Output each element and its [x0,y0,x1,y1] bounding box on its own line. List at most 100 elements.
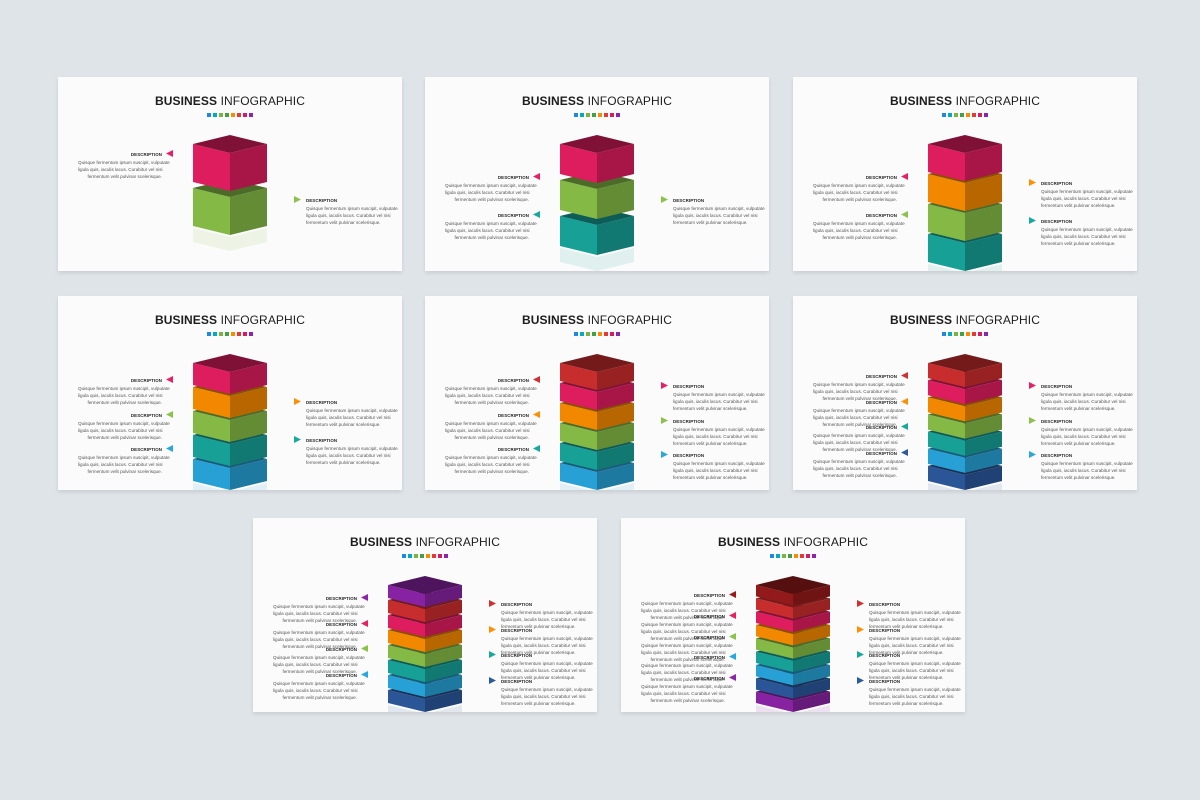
pointer-right-icon [661,382,668,389]
description-text: ligula quis, iaculis lacus. Curabitur ve… [273,688,358,693]
color-swatch [954,332,958,336]
pointer-right-icon [1029,382,1036,389]
description-text: ligula quis, iaculis lacus. Curabitur ve… [1041,434,1126,439]
stack-layer-1 [928,135,1002,181]
stack-layer-1 [388,576,462,607]
color-swatch [243,332,247,336]
description-text: fermentum velit pulvinar scelerisque. [673,441,748,446]
color-swatch [420,554,424,558]
description-block: DESCRIPTION Quisque fermentum ipsum susci… [273,621,365,650]
description-text: Quisque fermentum ipsum suscipit, vulput… [273,681,365,686]
description-text: Quisque fermentum ipsum suscipit, vulput… [501,687,593,692]
description-title: DESCRIPTION [497,213,529,218]
pointer-right-icon [857,626,864,633]
description-title: DESCRIPTION [306,198,338,203]
description-text: ligula quis, iaculis lacus. Curabitur ve… [445,190,530,195]
description-text: Quisque fermentum ipsum suscipit, vulput… [306,408,398,413]
description-text: Quisque fermentum ipsum suscipit, vulput… [813,408,905,413]
description-text: Quisque fermentum ipsum suscipit, vulput… [445,421,537,426]
stack-reflection [560,483,634,490]
description-text: ligula quis, iaculis lacus. Curabitur ve… [306,453,391,458]
description-text: Quisque fermentum ipsum suscipit, vulput… [501,661,593,666]
color-swatch [604,332,608,336]
infographic-slide-3[interactable]: BUSINESS INFOGRAPHIC DESCRIPTION Quisque f… [793,77,1137,271]
description-block: DESCRIPTION Quisque fermentum ipsum susci… [869,678,961,707]
description-block: DESCRIPTION Quisque fermentum ipsum susci… [501,652,593,681]
pointer-right-icon [1029,217,1036,224]
description-block: DESCRIPTION Quisque fermentum ipsum susci… [78,377,170,406]
infographic-slide-2[interactable]: BUSINESS INFOGRAPHIC DESCRIPTION Quisque f… [425,77,769,271]
color-swatch [225,332,229,336]
description-block: DESCRIPTION Quisque fermentum ipsum susci… [78,446,170,475]
description-title: DESCRIPTION [869,628,901,633]
infographic-slide-6[interactable]: BUSINESS INFOGRAPHIC DESCRIPTION Quisque f… [793,296,1137,490]
color-swatch [592,332,596,336]
infographic-slide-4[interactable]: BUSINESS INFOGRAPHIC DESCRIPTION Quisque f… [58,296,402,490]
description-text: Quisque fermentum ipsum suscipit, vulput… [78,160,170,165]
description-text: Quisque fermentum ipsum suscipit, vulput… [78,455,170,460]
description-text: Quisque fermentum ipsum suscipit, vulput… [641,601,733,606]
stack-reflection [928,483,1002,490]
description-title: DESCRIPTION [325,622,357,627]
description-text: fermentum velit pulvinar scelerisque. [306,460,381,465]
stack-layer-1 [193,135,267,191]
description-text: Quisque fermentum ipsum suscipit, vulput… [869,661,961,666]
description-text: ligula quis, iaculis lacus. Curabitur ve… [813,440,898,445]
color-swatch [231,113,235,117]
color-swatch [402,554,406,558]
color-swatch [782,554,786,558]
description-title: DESCRIPTION [693,635,725,640]
description-block: DESCRIPTION Quisque fermentum ipsum susci… [673,418,765,447]
stack-reflection [756,705,830,712]
infographic-slide-7[interactable]: BUSINESS INFOGRAPHIC DESCRIPTION Quisque f… [253,518,597,712]
slide-title: BUSINESS INFOGRAPHIC [58,313,402,327]
pointer-right-icon [661,451,668,458]
pointer-left-icon [361,645,368,652]
description-title: DESCRIPTION [306,400,338,405]
infographic-slide-8[interactable]: BUSINESS INFOGRAPHIC DESCRIPTION Quisque f… [621,518,965,712]
description-block: DESCRIPTION Quisque fermentum ipsum susci… [673,452,765,481]
description-text: Quisque fermentum ipsum suscipit, vulput… [306,446,398,451]
description-text: ligula quis, iaculis lacus. Curabitur ve… [641,650,726,655]
infographic-slide-5[interactable]: BUSINESS INFOGRAPHIC DESCRIPTION Quisque f… [425,296,769,490]
description-text: fermentum velit pulvinar scelerisque. [282,695,357,700]
pointer-right-icon [294,436,301,443]
color-swatch [972,113,976,117]
description-text: ligula quis, iaculis lacus. Curabitur ve… [869,643,954,648]
color-swatch [207,332,211,336]
description-text: ligula quis, iaculis lacus. Curabitur ve… [445,228,530,233]
color-swatches [793,332,1137,336]
color-swatch [776,554,780,558]
description-text: ligula quis, iaculis lacus. Curabitur ve… [1041,196,1126,201]
description-text: Quisque fermentum ipsum suscipit, vulput… [673,206,765,211]
color-swatch [960,113,964,117]
color-swatch [966,332,970,336]
description-text: Quisque fermentum ipsum suscipit, vulput… [813,221,905,226]
description-block: DESCRIPTION Quisque fermentum ipsum susci… [273,646,365,675]
color-swatch [806,554,810,558]
description-block: DESCRIPTION Quisque fermentum ipsum susci… [273,595,365,624]
color-swatch [586,113,590,117]
infographic-slide-1[interactable]: BUSINESS INFOGRAPHIC DESCRIPTION Quisque f… [58,77,402,271]
color-swatch [788,554,792,558]
description-text: fermentum velit pulvinar scelerisque. [501,675,576,680]
color-swatch [213,113,217,117]
description-text: Quisque fermentum ipsum suscipit, vulput… [641,622,733,627]
color-swatches [58,113,402,117]
color-swatch [794,554,798,558]
slide-title-bold: BUSINESS [889,94,953,108]
description-title: DESCRIPTION [501,679,533,684]
color-swatch [225,113,229,117]
slide-title: BUSINESS INFOGRAPHIC [58,94,402,108]
description-text: fermentum velit pulvinar scelerisque. [869,650,944,655]
color-swatch [249,113,253,117]
pointer-left-icon [166,150,173,157]
description-title: DESCRIPTION [865,175,897,180]
description-text: Quisque fermentum ipsum suscipit, vulput… [1041,392,1133,397]
pointer-right-icon [857,600,864,607]
description-text: ligula quis, iaculis lacus. Curabitur ve… [641,670,726,675]
color-swatch [237,332,241,336]
pointer-left-icon [729,612,736,619]
color-swatches [425,113,769,117]
color-swatch [586,332,590,336]
